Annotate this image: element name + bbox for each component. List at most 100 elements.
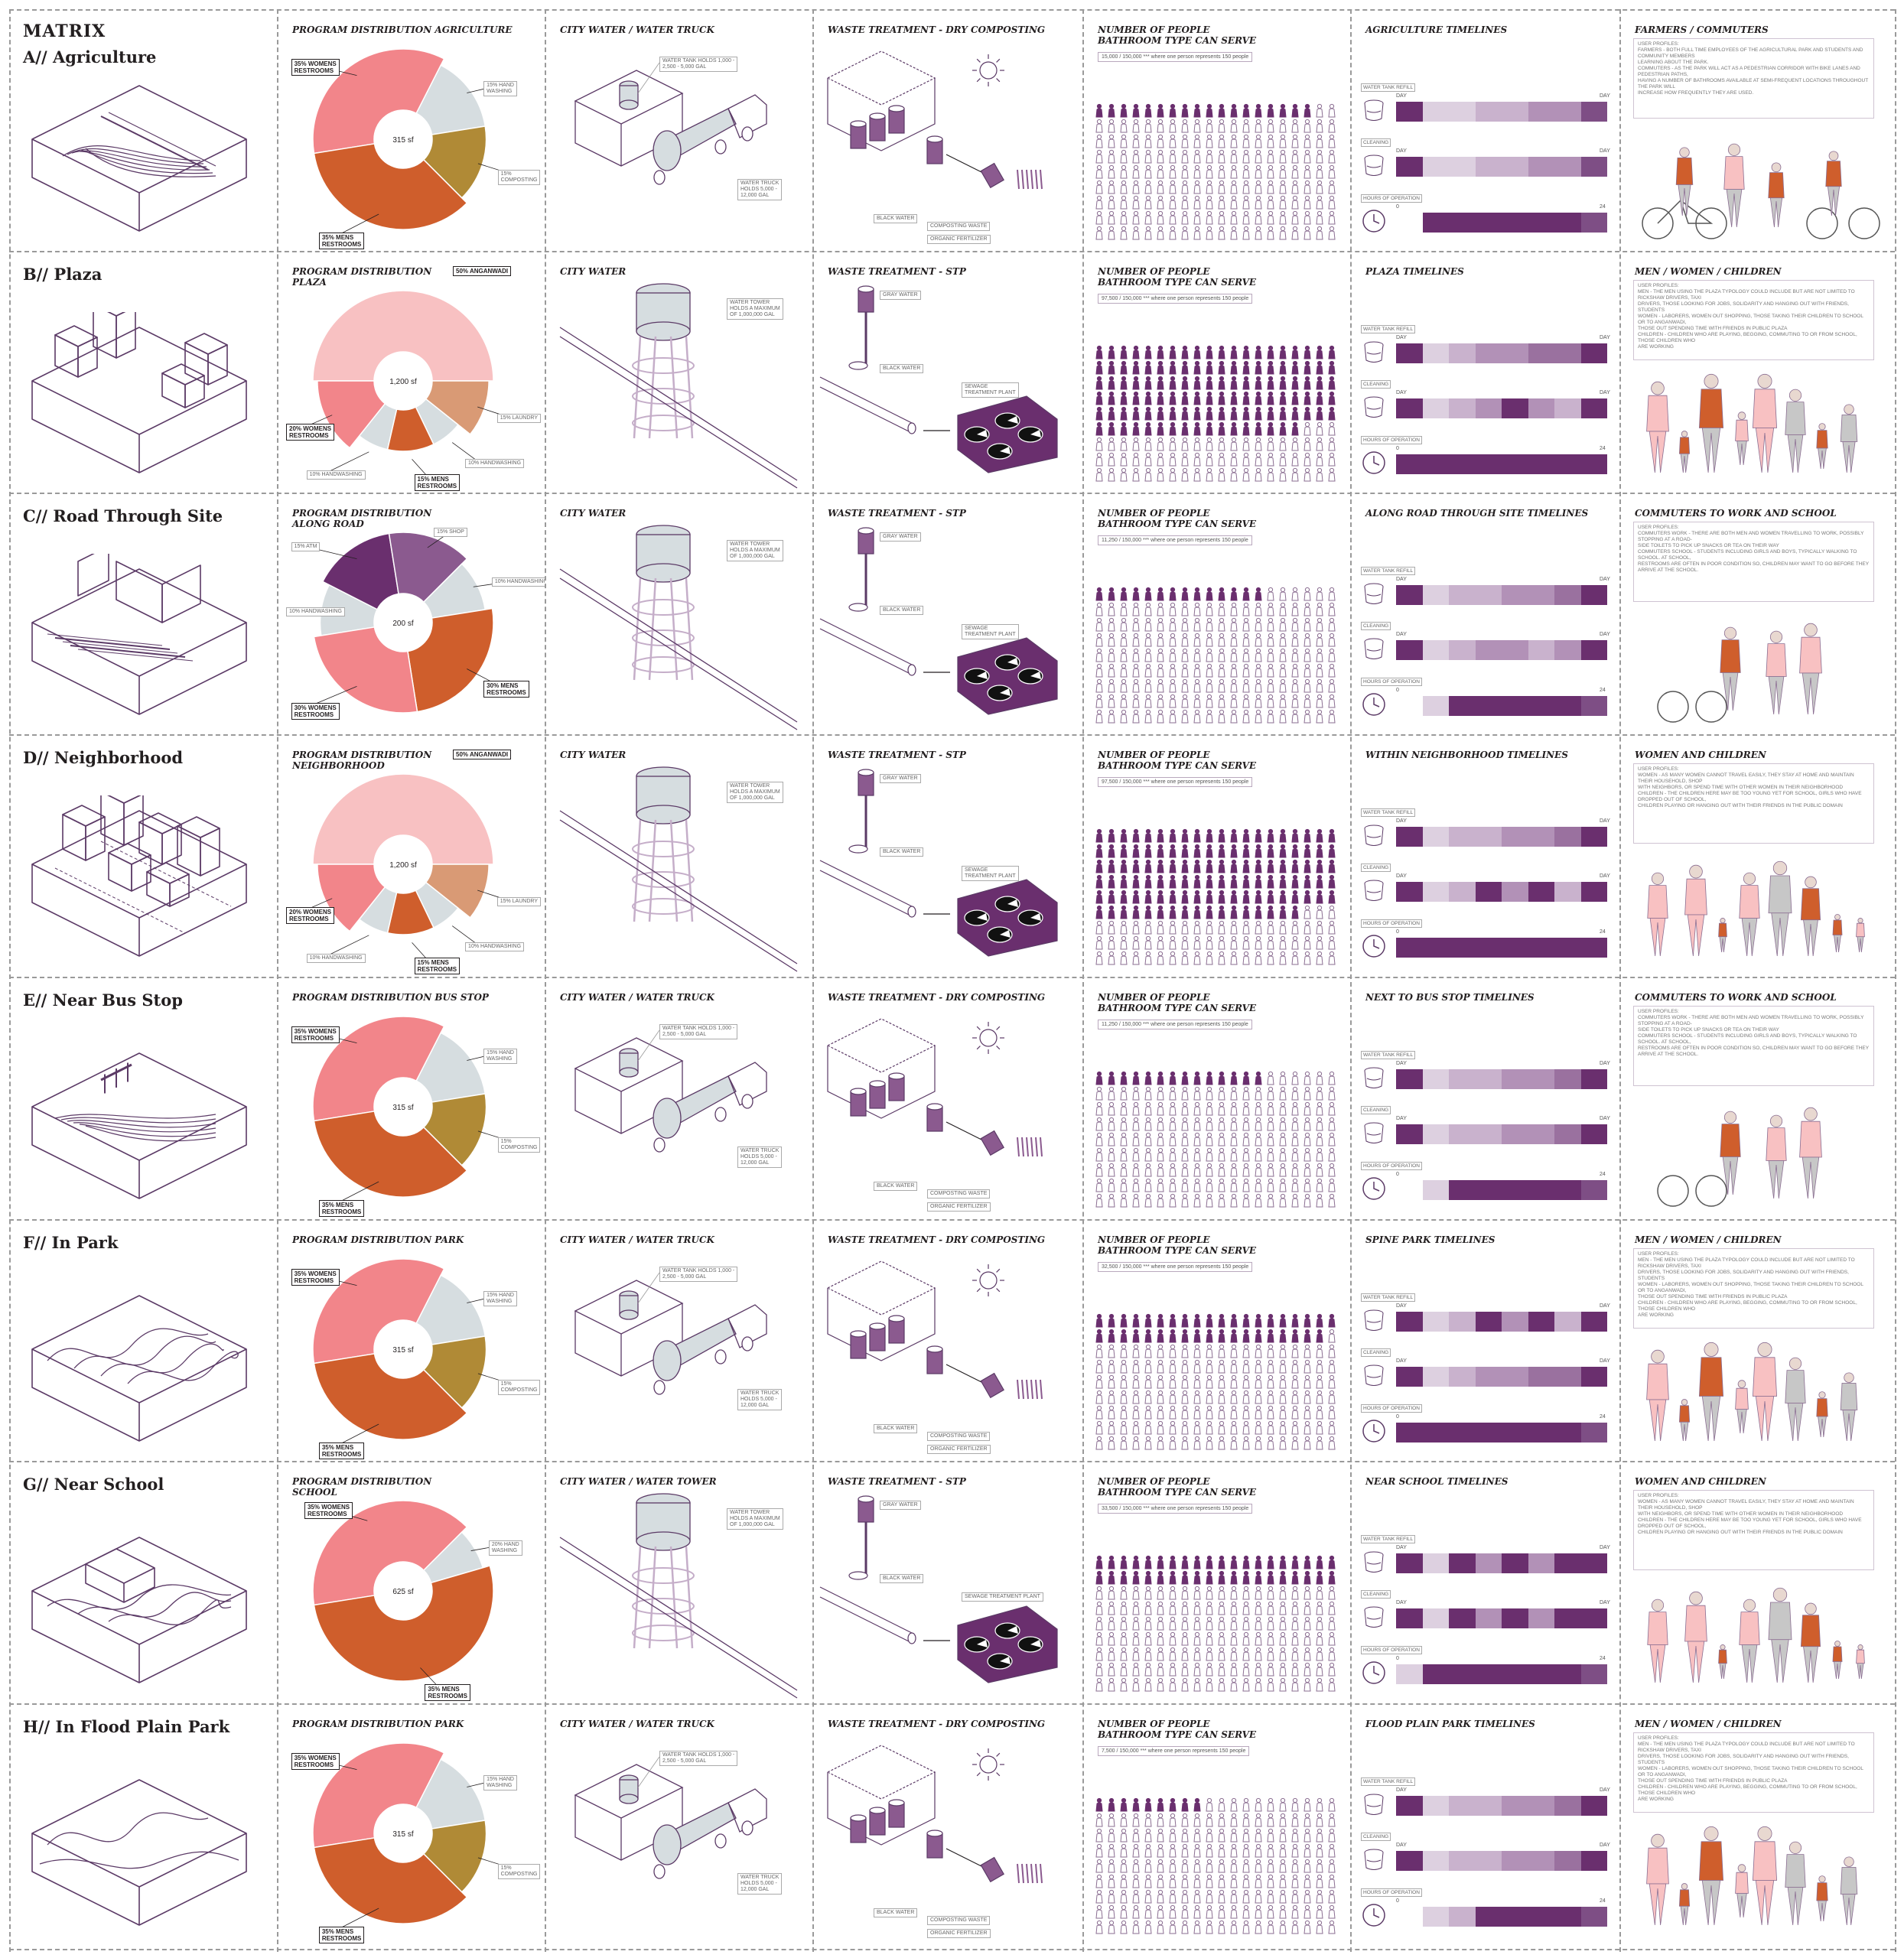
timeline-segment — [1422, 213, 1449, 233]
person-icon — [1157, 844, 1164, 858]
users-heading: MEN / WOMEN / CHILDREN — [1635, 266, 1782, 277]
person-icon — [1328, 360, 1336, 375]
slice-label: 10% HANDWASHING — [306, 954, 366, 964]
person-icon — [1267, 1828, 1274, 1843]
person-icon — [1291, 1828, 1299, 1843]
waste-label: GRAY WATER — [880, 532, 921, 542]
people-ratio: 97,500 / 150,000 *** where one person re… — [1098, 777, 1253, 787]
timeline-bar — [1396, 1180, 1607, 1200]
program-cell: PROGRAM DISTRIBUTION AGRICULTURE 315 sf 35… — [277, 9, 545, 251]
person-icon — [1230, 1359, 1238, 1374]
timeline-segment — [1396, 1907, 1423, 1927]
person-icon — [1218, 648, 1225, 662]
person-icon — [1108, 905, 1115, 919]
person-icon — [1267, 1920, 1274, 1934]
person-icon — [1255, 935, 1262, 950]
person-icon — [1169, 1420, 1177, 1435]
person-icon — [1193, 1193, 1201, 1208]
person-icon — [1206, 905, 1213, 919]
person-icon — [1218, 859, 1225, 873]
person-icon — [1193, 1101, 1201, 1116]
person-icon — [1120, 920, 1128, 935]
person-icon — [1218, 452, 1225, 467]
program-cell: PROGRAM DISTRIBUTION PARK 315 sf 35% WOMEN… — [277, 1703, 545, 1949]
person-icon — [1255, 1132, 1262, 1147]
person-icon — [1120, 1843, 1128, 1858]
person-icon — [1291, 920, 1299, 935]
person-icon — [1108, 1797, 1115, 1812]
person-icon — [1193, 844, 1201, 858]
person-icon — [1279, 1071, 1287, 1085]
timeline-segment — [1475, 696, 1502, 716]
person-icon — [1218, 1405, 1225, 1420]
person-icon — [1120, 617, 1128, 632]
person-icon — [1242, 406, 1250, 421]
person-icon — [1157, 1101, 1164, 1116]
person-icon — [1169, 694, 1177, 708]
water-tank-icon — [1364, 1794, 1384, 1815]
timeline-end-label: DAY — [1600, 632, 1610, 637]
timeline-end-label: DAY — [1600, 1116, 1610, 1121]
donut-slice — [313, 626, 418, 714]
timeline-start-label: 0 — [1396, 1414, 1399, 1420]
person-icon — [1267, 210, 1274, 225]
timeline-segment — [1396, 1553, 1423, 1573]
person-icon — [1328, 1843, 1336, 1858]
person-icon — [1328, 1193, 1336, 1208]
person-icon — [1255, 1344, 1262, 1358]
person-icon — [1108, 345, 1115, 359]
person-icon — [1230, 1616, 1238, 1631]
person-icon — [1267, 1436, 1274, 1450]
person-icon — [1157, 602, 1164, 616]
people-cell: NUMBER OF PEOPLE BATHROOM TYPE CAN SERVE… — [1082, 977, 1350, 1219]
person-icon — [1304, 1193, 1311, 1208]
slice-label: 30% WOMENS RESTROOMS — [291, 703, 340, 720]
person-icon — [1328, 195, 1336, 210]
person-icon — [1144, 103, 1152, 118]
timeline-segment — [1449, 1796, 1476, 1816]
timeline-segment — [1528, 343, 1554, 363]
person-icon — [1230, 617, 1238, 632]
timeline-segment — [1580, 640, 1607, 660]
timeline-segment — [1528, 157, 1554, 177]
person-icon — [1279, 709, 1287, 724]
person-icon — [1328, 421, 1336, 436]
person-icon — [1206, 1329, 1213, 1343]
person-icon — [1267, 678, 1274, 693]
person-icon — [1108, 694, 1115, 708]
person-icon — [1316, 421, 1323, 436]
person-icon — [1157, 1420, 1164, 1435]
person-icon — [1132, 617, 1140, 632]
person-icon — [1242, 1813, 1250, 1827]
timeline-row-label: HOURS OF OPERATION — [1361, 1646, 1422, 1654]
person-icon — [1218, 1677, 1225, 1692]
person-icon — [1120, 874, 1128, 889]
person-icon — [1279, 1374, 1287, 1389]
person-icon — [1255, 951, 1262, 965]
person-icon — [1316, 1436, 1323, 1450]
person-icon — [1267, 437, 1274, 451]
person-icon — [1193, 920, 1201, 935]
person-icon — [1169, 587, 1177, 601]
water-heading: CITY WATER — [560, 750, 627, 760]
person-icon — [1132, 1178, 1140, 1192]
person-icon — [1157, 1616, 1164, 1631]
person-icon — [1193, 951, 1201, 965]
timeline-segment — [1502, 882, 1528, 902]
person-icon — [1120, 1859, 1128, 1873]
person-icon — [1242, 1859, 1250, 1873]
timeline-end-label: 24 — [1600, 204, 1606, 210]
waste-label: SEWAGE TREATMENT PLANT — [962, 866, 1019, 881]
person-icon — [1316, 1071, 1323, 1085]
person-icon — [1193, 1555, 1201, 1569]
person-icon — [1267, 1859, 1274, 1873]
person-icon — [1144, 1405, 1152, 1420]
person-icon — [1304, 874, 1311, 889]
timeline-segment — [1528, 102, 1554, 122]
timeline-segment — [1449, 157, 1476, 177]
person-icon — [1328, 406, 1336, 421]
person-icon — [1230, 391, 1238, 405]
user-figures-illustration — [1642, 143, 1880, 239]
donut-slice — [422, 125, 487, 199]
person-icon — [1181, 1132, 1189, 1147]
